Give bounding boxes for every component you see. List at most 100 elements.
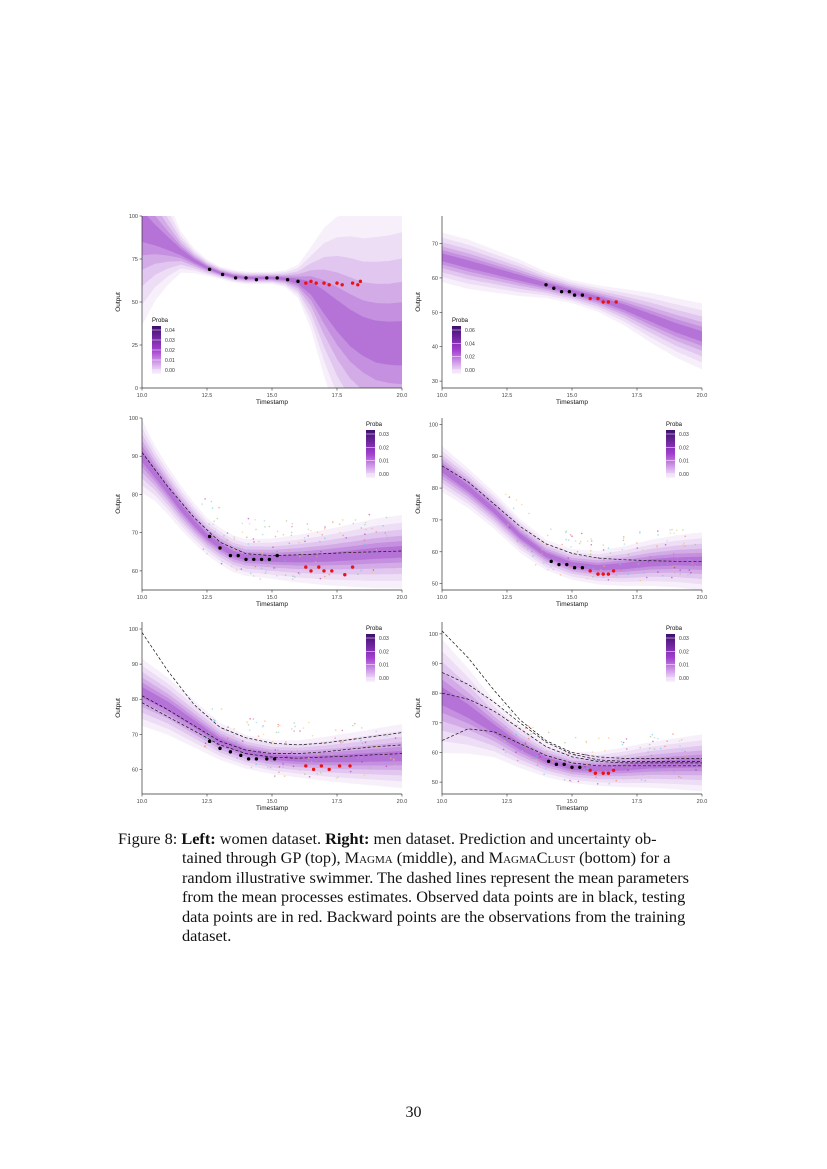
y-tick-label: 50 bbox=[432, 780, 438, 786]
training-point bbox=[680, 776, 682, 779]
x-tick-label: 12.5 bbox=[202, 393, 213, 399]
y-tick-label: 100 bbox=[129, 416, 138, 422]
training-point bbox=[671, 576, 673, 579]
training-point bbox=[288, 542, 291, 545]
testing-point bbox=[593, 771, 598, 775]
training-point bbox=[330, 753, 333, 756]
panel-right-magma: 10.0 12.5 15.0 17.5 20.0 50 60 70 80 90 100 Timesta… bbox=[415, 418, 707, 608]
training-point bbox=[574, 540, 577, 542]
training-point bbox=[328, 573, 331, 576]
training-point bbox=[586, 770, 588, 772]
mean-process-dashed-line bbox=[442, 728, 702, 767]
training-point bbox=[657, 534, 659, 536]
training-point bbox=[504, 751, 507, 754]
testing-point bbox=[606, 572, 611, 576]
legend-tick-label: 0.00 bbox=[379, 472, 389, 478]
legend-tick-label: 0.02 bbox=[465, 355, 475, 361]
training-point bbox=[341, 519, 344, 521]
training-point bbox=[637, 563, 640, 565]
training-point bbox=[550, 566, 552, 568]
training-point bbox=[615, 779, 618, 782]
training-point bbox=[648, 747, 651, 750]
uncertainty-band bbox=[442, 639, 702, 792]
training-point bbox=[339, 531, 341, 534]
y-tick-label: 60 bbox=[132, 569, 138, 575]
training-point bbox=[308, 775, 311, 778]
training-point bbox=[293, 722, 295, 724]
testing-point bbox=[337, 764, 342, 768]
legend-colorbar bbox=[452, 326, 461, 374]
training-point bbox=[621, 548, 624, 551]
x-tick-label: 15.0 bbox=[567, 393, 578, 399]
training-point bbox=[662, 556, 664, 558]
legend-tick-label: 0.03 bbox=[679, 636, 689, 642]
plot-area bbox=[142, 419, 402, 589]
x-tick-label: 20.0 bbox=[397, 595, 408, 601]
training-point bbox=[212, 523, 214, 526]
training-point bbox=[536, 760, 538, 762]
training-point bbox=[503, 743, 505, 745]
training-point bbox=[385, 535, 388, 537]
training-point bbox=[227, 726, 229, 728]
training-point bbox=[260, 567, 263, 569]
training-point bbox=[510, 732, 512, 734]
training-point bbox=[574, 761, 577, 763]
training-point bbox=[212, 718, 215, 721]
training-point bbox=[530, 757, 533, 759]
training-point bbox=[528, 725, 530, 727]
training-point bbox=[600, 767, 602, 770]
training-point bbox=[565, 531, 567, 534]
training-point bbox=[624, 755, 626, 757]
training-point bbox=[590, 540, 593, 542]
observed-point bbox=[254, 757, 259, 761]
testing-point bbox=[596, 572, 600, 576]
training-point bbox=[619, 563, 622, 566]
uncertainty-band bbox=[142, 450, 402, 563]
training-point bbox=[385, 765, 388, 768]
training-point bbox=[666, 740, 668, 742]
training-point bbox=[394, 737, 397, 739]
training-point bbox=[502, 748, 505, 751]
y-tick-label: 80 bbox=[432, 691, 438, 697]
training-point bbox=[308, 757, 310, 759]
training-point bbox=[246, 721, 248, 723]
x-tick-label: 15.0 bbox=[267, 799, 278, 805]
training-point bbox=[546, 534, 549, 537]
training-point bbox=[277, 725, 279, 728]
training-point bbox=[513, 732, 515, 735]
training-point bbox=[383, 752, 385, 754]
uncertainty-band bbox=[142, 658, 402, 789]
training-point bbox=[284, 574, 287, 576]
training-point bbox=[547, 731, 550, 734]
x-tick-label: 12.5 bbox=[202, 595, 213, 601]
training-point bbox=[208, 731, 210, 733]
training-point bbox=[371, 571, 374, 573]
training-point bbox=[631, 562, 633, 565]
training-point bbox=[277, 723, 279, 726]
training-point bbox=[369, 767, 372, 769]
testing-point bbox=[588, 296, 592, 301]
training-point bbox=[357, 573, 359, 575]
training-point bbox=[376, 734, 379, 737]
uncertainty-band bbox=[142, 419, 402, 589]
training-point bbox=[363, 552, 366, 554]
training-point bbox=[389, 757, 392, 759]
uncertainty-band bbox=[442, 661, 702, 781]
training-point bbox=[257, 735, 260, 737]
training-point bbox=[685, 756, 688, 758]
uncertainty-band bbox=[442, 242, 702, 357]
training-point bbox=[508, 496, 511, 498]
training-point bbox=[646, 576, 648, 579]
training-point bbox=[547, 568, 549, 571]
training-point bbox=[592, 576, 594, 578]
y-axis-label: Output bbox=[415, 292, 422, 312]
legend: Proba 0.03 0.02 0.01 0.00 bbox=[666, 626, 689, 682]
training-point bbox=[648, 743, 651, 746]
training-point bbox=[255, 763, 257, 766]
testing-point bbox=[588, 768, 592, 772]
training-point bbox=[335, 729, 337, 731]
training-point bbox=[627, 769, 629, 771]
training-point bbox=[235, 741, 237, 743]
training-point bbox=[323, 528, 326, 530]
training-point bbox=[237, 547, 240, 550]
